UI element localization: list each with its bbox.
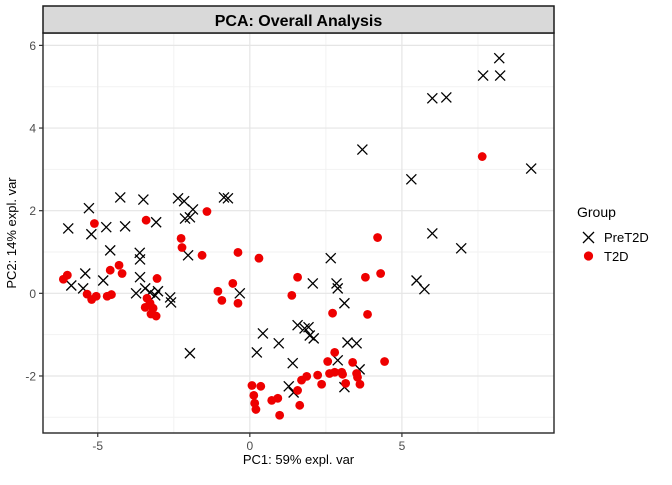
x-marker-icon bbox=[582, 231, 595, 244]
scatter-points bbox=[58, 52, 537, 420]
y-axis-label: PC2: 14% expl. var bbox=[4, 177, 19, 289]
svg-text:0: 0 bbox=[246, 439, 253, 453]
legend-item-pret2d: PreT2D bbox=[582, 230, 649, 245]
svg-text:6: 6 bbox=[29, 39, 36, 53]
svg-text:2: 2 bbox=[29, 204, 36, 218]
axis-ticks: -5 0 5 -2 0 2 4 6 bbox=[25, 39, 405, 453]
legend-item-t2d: T2D bbox=[583, 249, 629, 264]
plot-title: PCA: Overall Analysis bbox=[215, 13, 383, 30]
circle-marker-icon bbox=[583, 251, 594, 261]
gridlines bbox=[43, 33, 554, 433]
plot-panel-background bbox=[43, 33, 554, 433]
legend-title: Group bbox=[577, 204, 616, 220]
svg-text:0: 0 bbox=[29, 287, 36, 301]
legend-item-label: T2D bbox=[604, 249, 629, 264]
svg-text:4: 4 bbox=[29, 122, 36, 136]
legend-item-label: PreT2D bbox=[604, 230, 649, 245]
x-axis-label: PC1: 59% expl. var bbox=[243, 452, 355, 467]
title-strip-background bbox=[42, 5, 555, 34]
svg-text:-2: -2 bbox=[25, 369, 36, 383]
title-strip: PCA: Overall Analysis bbox=[42, 5, 555, 34]
svg-text:-5: -5 bbox=[92, 439, 103, 453]
svg-text:5: 5 bbox=[399, 439, 406, 453]
legend: Group PreT2D T2D bbox=[577, 204, 649, 264]
